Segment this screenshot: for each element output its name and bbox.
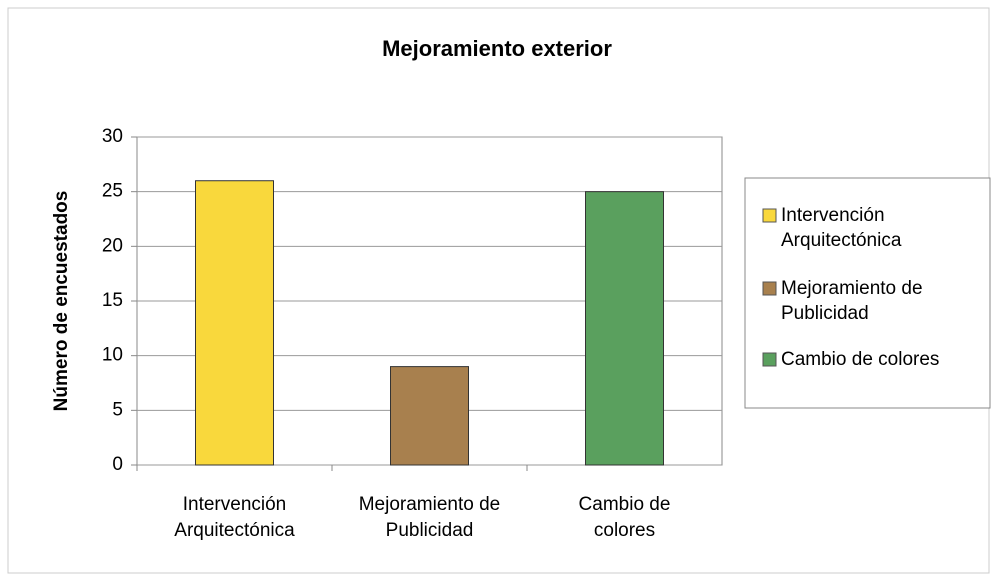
y-tick-label: 0 [112, 454, 123, 475]
y-tick-label: 20 [102, 235, 123, 256]
x-tick-label-line: Arquitectónica [174, 520, 295, 541]
x-tick-label-line: colores [594, 520, 655, 541]
legend-swatch [762, 281, 777, 296]
y-axis-label: Número de encuestados [51, 191, 72, 412]
legend-label: Mejoramiento de Publicidad [781, 278, 923, 324]
x-tick-label-line: Mejoramiento de [359, 494, 501, 515]
legend-label-line: Arquitectónica [781, 230, 902, 251]
legend-label-line: Cambio de colores [781, 349, 939, 370]
legend-label-line: Publicidad [781, 303, 869, 324]
y-tick-label: 25 [102, 181, 123, 202]
x-tick-label: Mejoramiento de Publicidad [359, 494, 501, 541]
x-tick-label-line: Cambio de [579, 494, 671, 515]
legend-label: Intervención Arquitectónica [781, 205, 902, 251]
x-tick-label-line: Intervención [183, 494, 287, 515]
y-tick-label: 30 [102, 126, 123, 147]
bar [195, 180, 274, 466]
x-tick-label-line: Publicidad [386, 520, 474, 541]
x-tick-label: Cambio de colores [579, 494, 671, 541]
y-tick-label: 15 [102, 290, 123, 311]
legend-label-line: Mejoramiento de [781, 278, 923, 299]
legend-label: Cambio de colores [781, 349, 939, 370]
y-tick-label: 5 [112, 399, 123, 420]
chart-title: Mejoramiento exterior [382, 36, 612, 61]
bar [585, 191, 664, 466]
x-tick-label: Intervención Arquitectónica [174, 494, 295, 541]
legend-swatch [762, 208, 777, 223]
legend-label-line: Intervención [781, 205, 885, 226]
legend-box [744, 177, 991, 409]
y-tick-label: 10 [102, 345, 123, 366]
bar [390, 366, 469, 466]
legend-swatch [762, 352, 777, 367]
